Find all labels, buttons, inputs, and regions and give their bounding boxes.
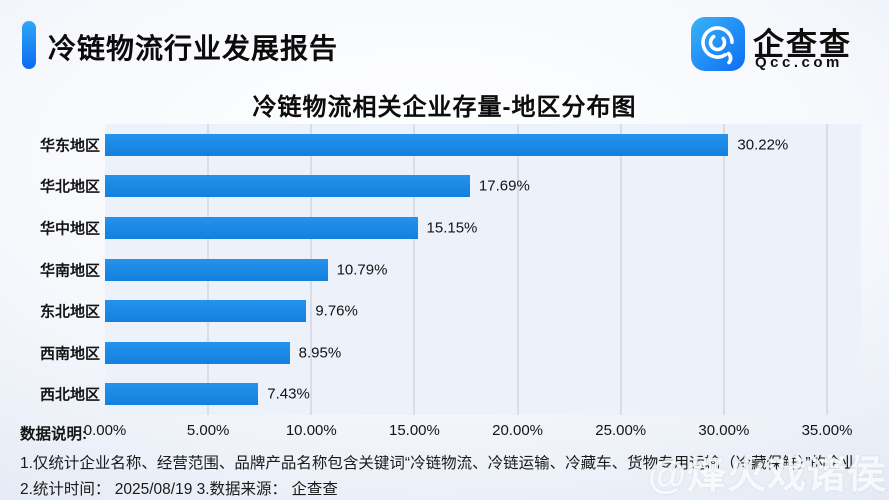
gridline xyxy=(722,124,725,415)
footnote-2: 2.统计时间： 2025/08/19 3.数据来源： 企查查 xyxy=(20,481,338,498)
category-label: 华南地区 xyxy=(39,262,100,279)
x-tick: 15.00% xyxy=(388,422,440,439)
x-tick: 5.00% xyxy=(186,422,230,439)
bar-华中地区 xyxy=(105,216,418,239)
category-label: 西南地区 xyxy=(39,345,100,363)
value-label: 10.79% xyxy=(336,261,388,278)
qcc-logo-glyph xyxy=(701,26,734,65)
x-tick: 30.00% xyxy=(698,422,750,439)
bar-chart: 华东地区 30.22% 华北地区 17.69% 华中地区 15.15% 华南地区 10.79%… xyxy=(0,124,889,415)
gridline xyxy=(826,124,828,415)
report-title: 冷链物流行业发展报告 xyxy=(48,33,339,64)
x-tick: 0.00% xyxy=(83,422,127,439)
x-tick: 35.00% xyxy=(801,422,853,439)
bar-华东地区 xyxy=(105,133,729,156)
brand-domain: Qcc.com xyxy=(755,54,843,71)
bar-华南地区 xyxy=(105,258,328,281)
chart-title: 冷链物流相关企业存量-地区分布图 xyxy=(252,94,637,121)
bar-西南地区 xyxy=(105,341,290,364)
notes-label: 数据说明: xyxy=(20,426,88,443)
brand-name: 企查查 xyxy=(753,27,852,62)
gridline xyxy=(619,124,622,415)
x-tick: 10.00% xyxy=(285,422,337,439)
category-label: 华东地区 xyxy=(39,137,100,155)
title-accent-bar xyxy=(22,21,36,69)
category-label: 西北地区 xyxy=(39,386,100,404)
x-tick: 20.00% xyxy=(492,422,543,439)
qcc-logo-icon xyxy=(691,17,745,71)
value-label: 15.15% xyxy=(426,219,478,237)
value-label: 17.69% xyxy=(478,177,530,195)
value-label: 30.22% xyxy=(737,136,789,154)
gridline xyxy=(413,124,416,415)
value-label: 7.43% xyxy=(267,385,310,403)
value-label: 8.95% xyxy=(298,344,342,362)
x-tick: 25.00% xyxy=(595,422,647,439)
value-label: 9.76% xyxy=(315,302,358,320)
category-label: 华北地区 xyxy=(39,178,100,196)
bar-西北地区 xyxy=(105,383,259,406)
footnote-1: 1.仅统计企业名称、经营范围、品牌产品名称包含关键词“冷链物流、冷链运输、冷藏车… xyxy=(20,455,858,472)
category-label: 华中地区 xyxy=(39,220,100,238)
bar-东北地区 xyxy=(105,300,307,323)
gridline xyxy=(516,124,519,415)
bar-华北地区 xyxy=(105,175,470,198)
category-label: 东北地区 xyxy=(39,303,100,321)
